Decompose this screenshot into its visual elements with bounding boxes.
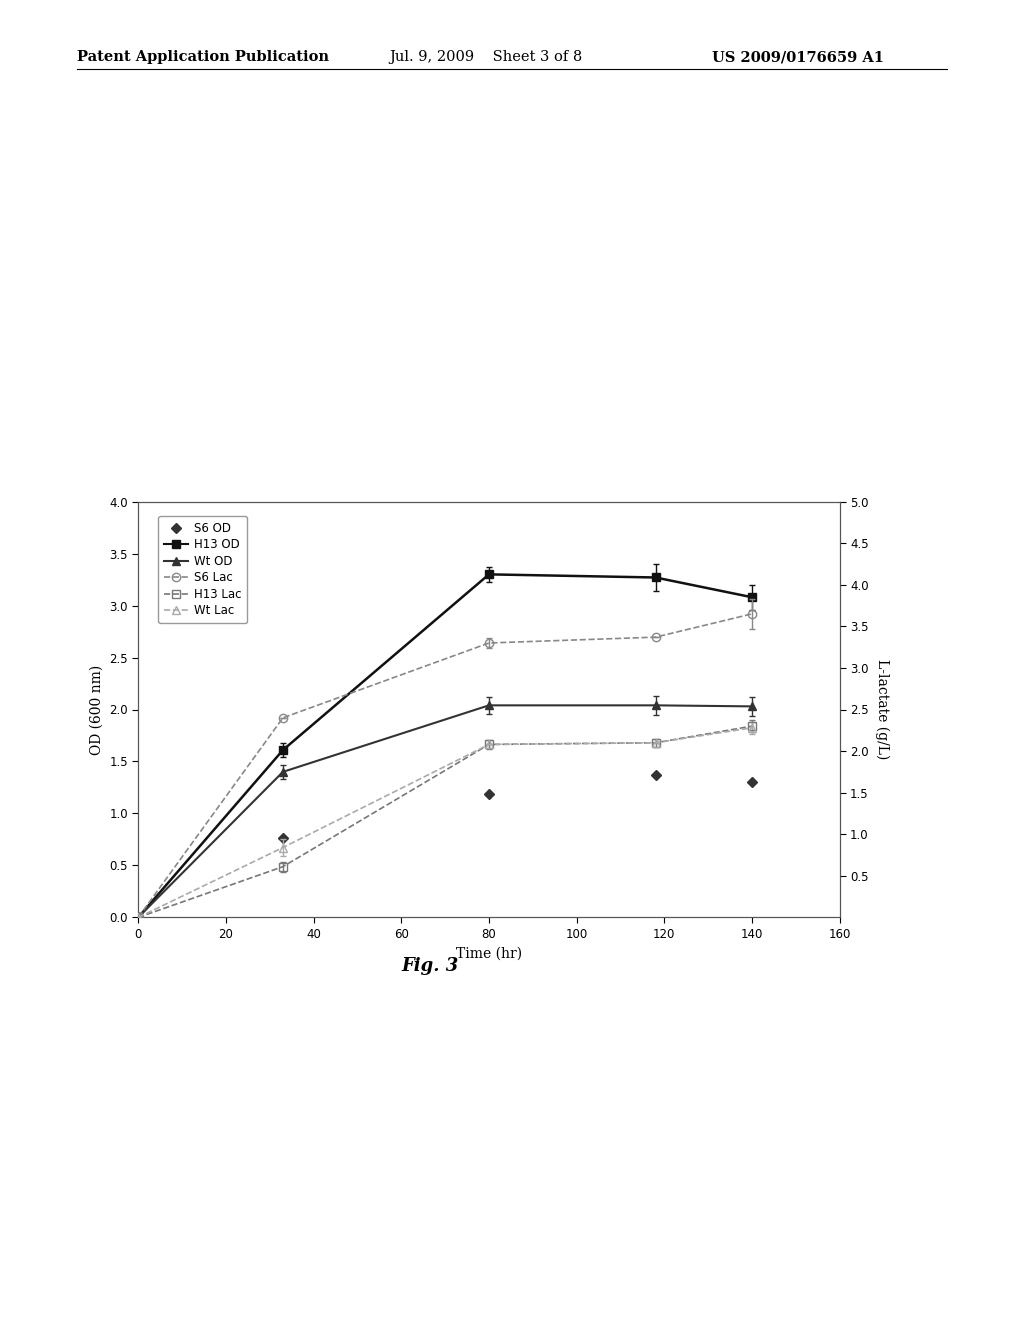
Y-axis label: OD (600 nm): OD (600 nm) [90, 664, 103, 755]
Legend: S6 OD, H13 OD, Wt OD, S6 Lac, H13 Lac, Wt Lac: S6 OD, H13 OD, Wt OD, S6 Lac, H13 Lac, W… [158, 516, 247, 623]
Text: Patent Application Publication: Patent Application Publication [77, 50, 329, 65]
Text: Fig. 3: Fig. 3 [401, 957, 459, 975]
Text: Jul. 9, 2009    Sheet 3 of 8: Jul. 9, 2009 Sheet 3 of 8 [389, 50, 583, 65]
Y-axis label: L-lactate (g/L): L-lactate (g/L) [876, 659, 890, 760]
Text: US 2009/0176659 A1: US 2009/0176659 A1 [712, 50, 884, 65]
X-axis label: Time (hr): Time (hr) [456, 946, 522, 961]
